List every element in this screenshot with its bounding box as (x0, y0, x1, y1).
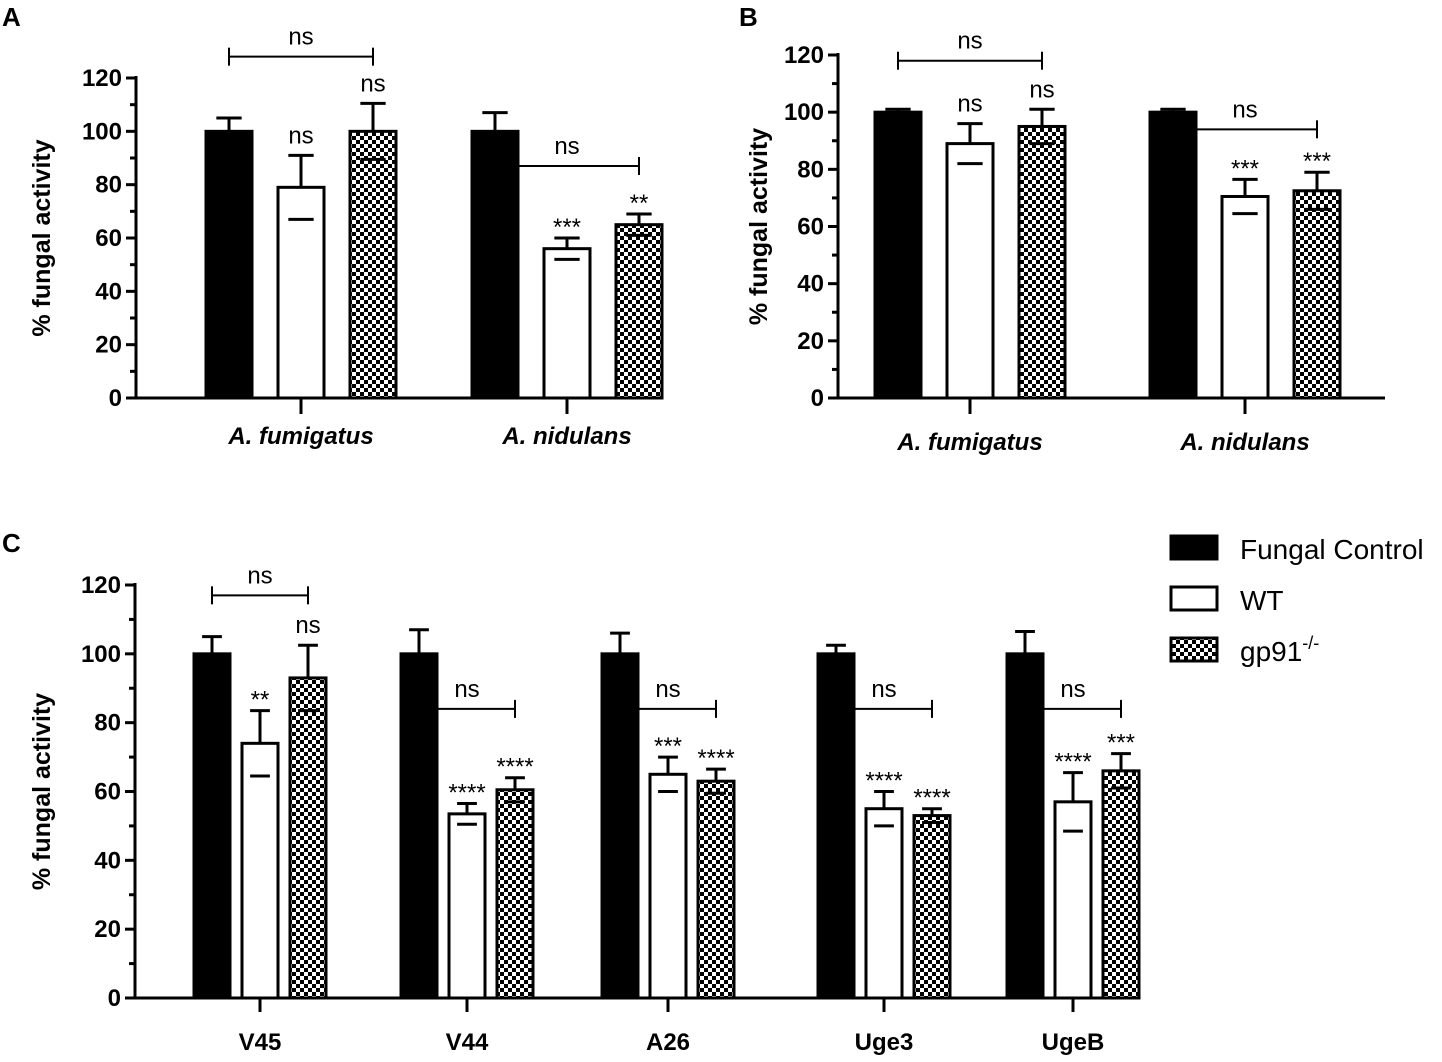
legend-label-fungal-control: Fungal Control (1240, 534, 1424, 565)
legend-label-gp91: gp91-/- (1240, 633, 1319, 667)
bar-v44-wt (447, 812, 487, 1000)
significance-label: **** (496, 754, 533, 781)
bar-a-nidulans-wt (542, 247, 592, 400)
significance-label: ns (295, 612, 320, 639)
bar-a-fumigatus-wt (276, 185, 326, 400)
y-tick-label: 0 (109, 385, 122, 412)
bar-a-nidulans-gp91 (1292, 189, 1342, 400)
bar-a-fumigatus-gp91 (348, 129, 398, 400)
bar-a-fumigatus-gp91 (1017, 124, 1067, 400)
y-tick-label: 0 (811, 385, 824, 412)
bracket-label: ns (554, 133, 579, 160)
chart-panel-a: A 0 20 40 60 80 100 120 % fungal activity A. fum… (2, 2, 664, 450)
y-tick-label: 100 (784, 99, 824, 126)
y-axis-label: % fungal activity (745, 128, 773, 325)
significance-label: *** (1303, 148, 1331, 175)
y-tick-label: 120 (82, 65, 122, 92)
significance-label: *** (1231, 155, 1259, 182)
bracket-label: ns (1232, 96, 1257, 123)
bar-uge3-wt (864, 807, 904, 1000)
y-tick-label: 100 (81, 641, 121, 668)
bar-a26-gp91 (696, 779, 736, 1000)
y-tick-label: 20 (95, 332, 122, 359)
y-tick-label: 20 (94, 916, 121, 943)
significance-label: ns (288, 122, 313, 149)
chart-panel-b: B 0 20 40 60 80 100 120 % fungal activity A. fum… (739, 2, 1385, 456)
x-tick-label-a-nidulans: A. nidulans (501, 423, 631, 450)
significance-label: **** (697, 745, 734, 772)
y-tick-label: 20 (797, 328, 824, 355)
panel-label: B (739, 2, 758, 32)
bar-a-nidulans-fungal-control (470, 129, 520, 400)
bar-uge3-fungal-control (816, 652, 856, 1000)
significance-label: *** (553, 214, 581, 241)
y-tick-label: 60 (94, 779, 121, 806)
bar-a-fumigatus-fungal-control (204, 129, 254, 400)
significance-label: **** (1054, 749, 1091, 776)
bar-ugeb-gp91 (1101, 769, 1141, 1000)
bar-a-nidulans-gp91 (614, 223, 664, 400)
significance-label: ** (630, 190, 649, 217)
x-tick-label-a26: A26 (646, 1029, 690, 1056)
x-tick-label-v44: V44 (446, 1029, 489, 1056)
x-tick-label-a-nidulans: A. nidulans (1179, 429, 1309, 456)
bar-a26-wt (648, 772, 688, 1000)
y-tick-label: 40 (95, 278, 122, 305)
bracket-label: ns (288, 24, 313, 51)
bracket-label: ns (247, 562, 272, 589)
y-tick-label: 80 (94, 710, 121, 737)
bar-a-fumigatus-fungal-control (873, 110, 923, 400)
y-tick-label: 0 (108, 985, 121, 1012)
significance-label: *** (654, 733, 682, 760)
y-axis-label: % fungal activity (28, 693, 56, 890)
panel-label: A (2, 2, 21, 32)
significance-label: ns (360, 70, 385, 97)
significance-label: ** (251, 687, 270, 714)
significance-label: **** (865, 768, 902, 795)
legend: Fungal Control WT gp91-/- (1169, 534, 1424, 667)
x-tick-label-a-fumigatus: A. fumigatus (896, 429, 1042, 456)
y-tick-label: 80 (95, 172, 122, 199)
bar-v45-wt (240, 741, 280, 1000)
significance-label: *** (1107, 730, 1135, 757)
y-tick-label: 60 (95, 225, 122, 252)
x-tick-label-a-fumigatus: A. fumigatus (227, 423, 373, 450)
bar-ugeb-wt (1053, 800, 1093, 1000)
bracket-label: ns (957, 28, 982, 55)
bar-a-nidulans-wt (1220, 194, 1270, 400)
y-tick-label: 100 (82, 118, 122, 145)
y-axis-label: % fungal activity (28, 139, 56, 336)
legend-swatch-fungal-control (1169, 534, 1219, 561)
bracket-label: ns (454, 676, 479, 703)
y-tick-label: 120 (784, 42, 824, 69)
bar-v45-fungal-control (192, 652, 232, 1000)
bracket-label: ns (871, 676, 896, 703)
significance-label: **** (448, 780, 485, 807)
x-tick-label-v45: V45 (239, 1029, 282, 1056)
bar-v45-gp91 (288, 676, 328, 1000)
y-tick-label: 120 (81, 572, 121, 599)
x-tick-label-ugeb: UgeB (1042, 1029, 1105, 1056)
significance-label: ns (1029, 76, 1054, 103)
y-tick-label: 60 (797, 214, 824, 241)
y-tick-label: 80 (797, 156, 824, 183)
bar-a-nidulans-fungal-control (1148, 110, 1198, 400)
chart-panel-c: C 0 20 40 60 80 100 120 % fungal activity V45 V44… (2, 528, 1141, 1056)
panel-label: C (2, 528, 21, 558)
bracket-label: ns (1060, 676, 1085, 703)
significance-label: ns (957, 91, 982, 118)
significance-label: **** (913, 785, 950, 812)
x-tick-label-uge3: Uge3 (855, 1029, 914, 1056)
legend-swatch-wt (1169, 585, 1219, 612)
y-tick-label: 40 (797, 271, 824, 298)
legend-label-wt: WT (1240, 585, 1284, 616)
bracket-label: ns (655, 676, 680, 703)
bar-a-fumigatus-wt (945, 142, 995, 400)
bar-v44-gp91 (495, 788, 535, 1000)
y-tick-label: 40 (94, 847, 121, 874)
bar-uge3-gp91 (912, 814, 952, 1000)
legend-swatch-gp91 (1169, 636, 1219, 663)
